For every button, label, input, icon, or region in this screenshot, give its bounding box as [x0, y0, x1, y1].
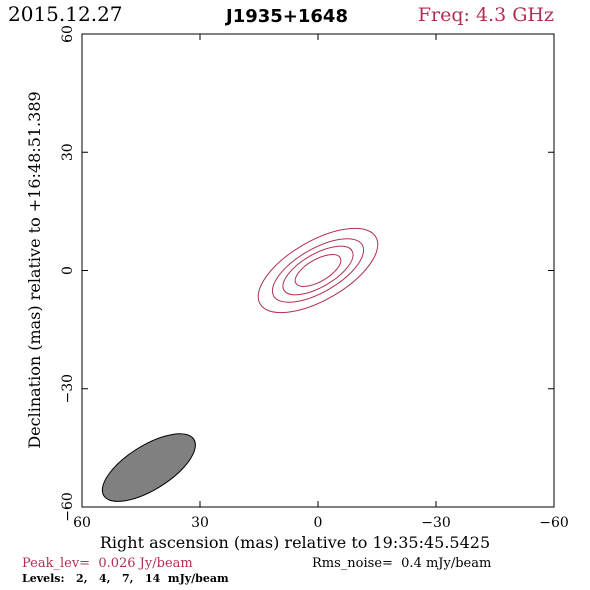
y-tick-label-4: 60 — [60, 25, 76, 43]
contour-lines — [257, 227, 379, 314]
x-axis-label: Right ascension (mas) relative to 19:35:… — [100, 533, 490, 552]
contour-level-2 — [257, 227, 379, 314]
y-tick-label-1: −30 — [60, 374, 76, 404]
beam-shape — [101, 433, 196, 502]
peak-level: Peak_lev= 0.026 Jy/beam — [22, 556, 193, 571]
frequency-label: Freq: 4.3 GHz — [418, 4, 554, 26]
y-axis-label: Declination (mas) relative to +16:48:51.… — [25, 91, 44, 448]
source-name: J1935+1648 — [224, 6, 348, 27]
beam-ellipse — [101, 433, 196, 502]
x-tick-label-4: −60 — [539, 515, 569, 531]
y-tick-label-2: 0 — [60, 266, 76, 275]
contour-level-14 — [294, 254, 342, 287]
axis-ticks — [81, 33, 555, 508]
x-tick-label-3: −30 — [421, 515, 451, 531]
y-tick-labels: −60 −30 0 30 60 — [60, 25, 76, 522]
contour-levels: Levels: 2, 4, 7, 14 mJy/beam — [22, 572, 229, 585]
rms-noise: Rms_noise= 0.4 mJy/beam — [312, 556, 491, 571]
x-tick-label-2: 0 — [314, 515, 323, 531]
y-tick-label-0: −60 — [60, 492, 76, 522]
observation-date: 2015.12.27 — [8, 2, 123, 26]
x-tick-labels: 60 30 0 −30 −60 — [73, 515, 569, 531]
y-tick-label-3: 30 — [60, 143, 76, 161]
contour-level-7 — [282, 245, 354, 296]
plot-frame — [81, 33, 555, 508]
contour-level-4 — [271, 238, 365, 303]
x-tick-label-1: 30 — [191, 515, 209, 531]
x-tick-label-0: 60 — [73, 515, 91, 531]
